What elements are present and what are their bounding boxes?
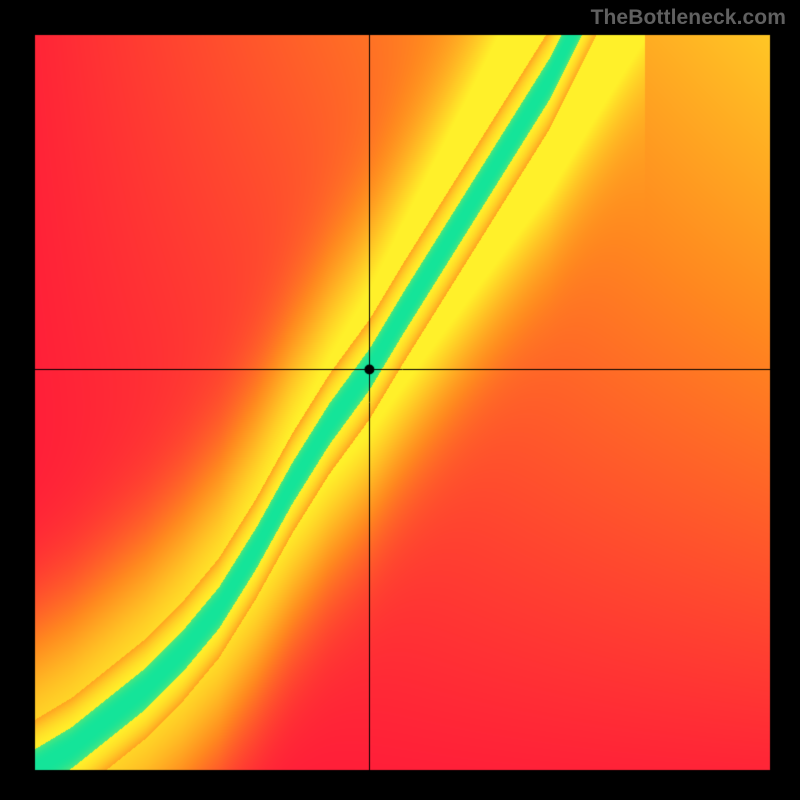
chart-stage: TheBottleneck.com xyxy=(0,0,800,800)
heatmap-canvas xyxy=(0,0,800,800)
watermark-text: TheBottleneck.com xyxy=(591,6,786,30)
